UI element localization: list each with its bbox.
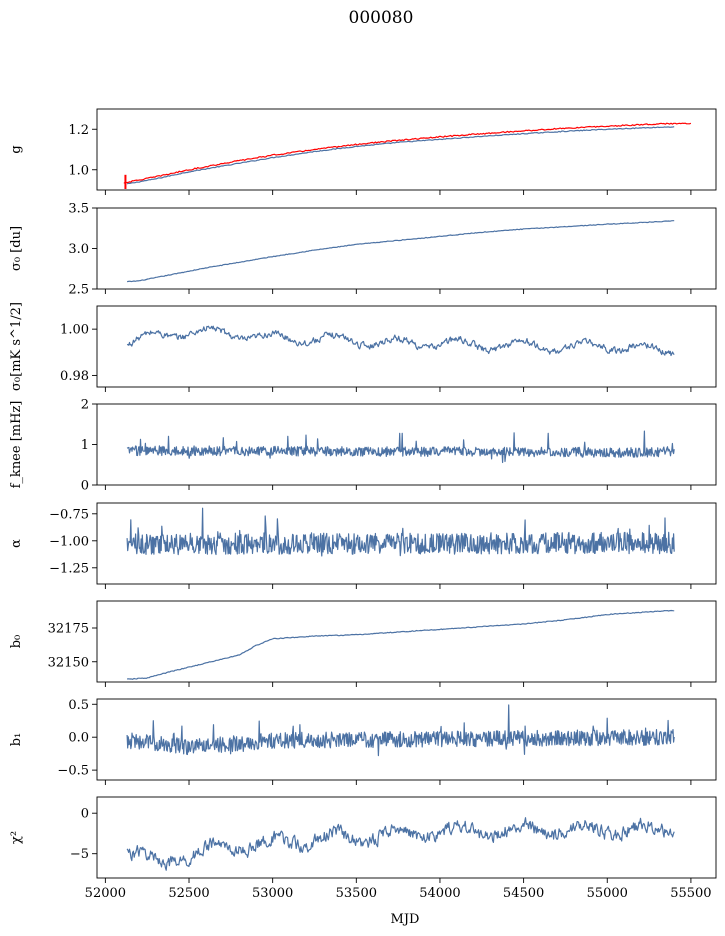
y-tick-label: 0.98 xyxy=(60,369,89,384)
y-axis-label: b₁ xyxy=(9,733,24,747)
series-group xyxy=(126,507,675,557)
series-group xyxy=(127,609,675,680)
x-axis-label: MJD xyxy=(391,912,420,927)
axes-frame xyxy=(96,403,717,486)
panel-2: 2.5 3.0 3.5 σ₀ [du] xyxy=(9,202,717,298)
y-tick-label: 0 xyxy=(81,807,89,822)
series-line-2 xyxy=(123,122,692,184)
y-tick-label: 2.5 xyxy=(68,283,89,298)
x-tick-label: 52500 xyxy=(168,886,209,901)
x-tick-label: 54000 xyxy=(419,886,460,901)
y-tick-label: 1 xyxy=(81,438,89,453)
x-tick-label: 52000 xyxy=(85,886,126,901)
series-group xyxy=(127,220,675,283)
panel-7: −0.5 0.0 0.5 b₁ xyxy=(9,698,717,785)
panels: 1.0 1.2 g 2.5 3.0 3.5 σ₀ [du] 0.98 1.00 σ₀[mK s^1… xyxy=(9,108,717,901)
series-line-1 xyxy=(127,220,675,283)
y-tick-label: −5 xyxy=(70,847,89,862)
axes-frame xyxy=(96,698,717,781)
series-line-1 xyxy=(126,507,675,557)
y-axis-label: b₀ xyxy=(9,635,24,649)
y-axis-label: σ₀ [du] xyxy=(9,226,24,271)
y-tick-label: 1.2 xyxy=(68,123,89,138)
x-tick-label: 55000 xyxy=(587,886,628,901)
axes-frame xyxy=(96,108,717,191)
y-axis-label: σ₀[mK s^1/2] xyxy=(9,302,24,391)
y-tick-label: 32150 xyxy=(48,655,89,670)
series-group xyxy=(126,325,675,357)
series-group xyxy=(126,430,675,464)
panel-6: 32150 32175 b₀ xyxy=(9,600,717,687)
series-line-1 xyxy=(126,126,675,185)
x-tick-label: 55500 xyxy=(670,886,711,901)
x-tick-label: 53500 xyxy=(336,886,377,901)
y-tick-label: −0.75 xyxy=(49,507,89,522)
panel-5: −1.25 −1.00 −0.75 α xyxy=(9,502,717,589)
x-tick-label: 53000 xyxy=(252,886,293,901)
panel-4: 0 1 2 f_knee [mHz] xyxy=(9,398,717,494)
series-group xyxy=(126,704,675,757)
y-tick-label: 1.00 xyxy=(60,323,89,338)
panel-1: 1.0 1.2 g xyxy=(9,108,717,195)
series-group xyxy=(123,122,692,189)
y-tick-label: 0.0 xyxy=(68,731,89,746)
axes-frame xyxy=(96,305,717,388)
panel-8: −5 0 52000 52500 53000 53500 54000 54500 55000 55… xyxy=(9,796,717,901)
y-tick-label: −1.25 xyxy=(49,561,89,576)
y-tick-label: −1.00 xyxy=(49,534,89,549)
panel-3: 0.98 1.00 σ₀[mK s^1/2] xyxy=(9,302,717,392)
y-tick-label: 1.0 xyxy=(68,163,89,178)
y-tick-label: 0.5 xyxy=(68,698,89,713)
series-line-1 xyxy=(126,817,675,871)
y-axis-label: f_knee [mHz] xyxy=(9,401,24,489)
axes-frame xyxy=(96,600,717,683)
axes-frame xyxy=(96,502,717,585)
figure-title: 000080 xyxy=(349,8,414,28)
y-tick-label: 0 xyxy=(81,479,89,494)
y-tick-label: 3.0 xyxy=(68,242,89,257)
axes-frame xyxy=(96,796,717,879)
axes-frame xyxy=(96,207,717,290)
y-axis-label: χ² xyxy=(9,831,24,844)
series-line-1 xyxy=(126,325,675,357)
series-line-1 xyxy=(126,704,675,757)
series-line-1 xyxy=(126,430,675,464)
y-axis-label: g xyxy=(9,145,24,153)
y-tick-label: −0.5 xyxy=(57,764,89,779)
x-tick-label: 54500 xyxy=(503,886,544,901)
series-group xyxy=(126,817,675,871)
series-line-1 xyxy=(127,609,675,680)
y-axis-label: α xyxy=(9,539,24,548)
y-tick-label: 32175 xyxy=(48,622,89,637)
y-tick-label: 2 xyxy=(81,398,89,413)
y-tick-label: 3.5 xyxy=(68,202,89,217)
